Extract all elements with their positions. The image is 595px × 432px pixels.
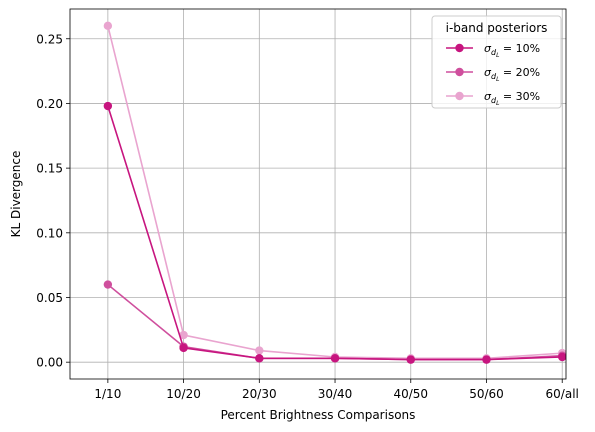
data-point [255, 354, 264, 363]
y-tick-label: 0.15 [36, 162, 63, 176]
x-tick-label: 20/30 [242, 387, 277, 401]
data-point [330, 354, 340, 363]
legend-label: σdL = 10% [484, 42, 540, 59]
legend-marker [455, 67, 464, 77]
legend-entry-3 [446, 91, 473, 101]
data-point [103, 21, 113, 31]
x-tick-label: 60/all [546, 387, 579, 401]
data-point [103, 101, 113, 111]
data-point [558, 352, 566, 362]
data-point [179, 343, 188, 353]
x-tick-label: 50/60 [469, 387, 504, 401]
y-tick-label: 0.25 [36, 32, 63, 46]
x-tick-label: 1/10 [94, 387, 121, 401]
data-point [255, 346, 264, 355]
legend-title: i-band posteriors [446, 21, 548, 35]
data-point [103, 280, 113, 289]
legend-entry-2 [446, 67, 473, 77]
legend: i-band posteriors σdL = 10%σdL = 20%σdL … [431, 15, 562, 109]
legend-label: σdL = 20% [484, 66, 540, 83]
x-tick-label: 30/40 [318, 387, 353, 401]
y-axis-label: KL Divergence [9, 151, 23, 238]
legend-label: σdL = 30% [484, 90, 540, 107]
y-tick-label: 0.10 [36, 226, 63, 240]
x-axis-label: Percent Brightness Comparisons [221, 408, 416, 422]
data-point [179, 330, 188, 340]
data-point [406, 355, 415, 364]
series-layer [103, 21, 566, 364]
legend-box [431, 15, 562, 109]
y-tick-label: 0.05 [36, 291, 63, 305]
legend-marker [455, 43, 464, 53]
plot-frame [69, 8, 567, 380]
tick-layer: 1/10 10/20 20/30 30/40 40/50 50/60 60/all 0.00 0… [36, 32, 579, 401]
x-tick-label: 40/50 [393, 387, 428, 401]
y-tick-label: 0.00 [36, 356, 63, 370]
x-tick-label: 10/20 [166, 387, 201, 401]
legend-marker [455, 91, 464, 101]
legend-entries: σdL = 10% σdL = 20% σdL = 30% [446, 42, 540, 107]
legend-entry-1 [446, 43, 473, 53]
data-point [482, 355, 491, 364]
series-1 [103, 101, 566, 364]
y-tick-label: 0.20 [36, 97, 63, 111]
